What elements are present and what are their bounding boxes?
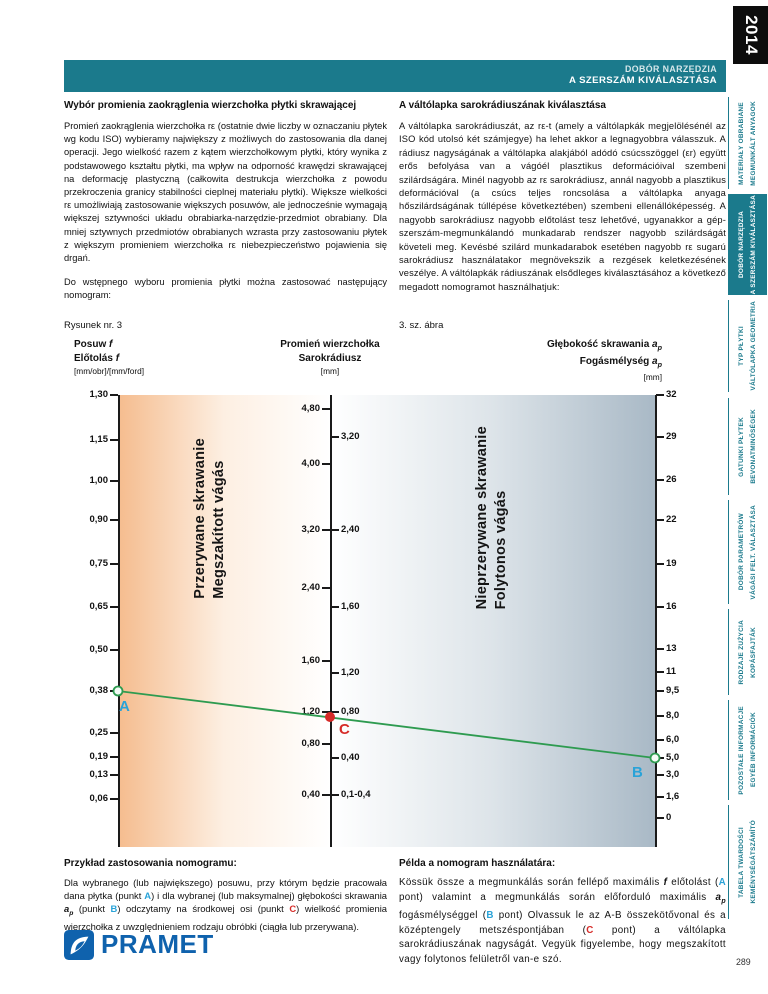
depth-tick-label: 11 bbox=[666, 666, 677, 677]
figure-label-hu: 3. sz. ábra bbox=[399, 320, 444, 331]
radius-left-tick-label: 2,40 bbox=[301, 582, 321, 593]
feed-tick-label: 0,06 bbox=[89, 793, 109, 804]
depth-tick-label: 19 bbox=[666, 558, 677, 569]
depth-tick-label: 22 bbox=[666, 514, 677, 525]
radius-left-tick-label: 0,40 bbox=[301, 789, 321, 800]
depth-title-hu: Fogásmélység ap bbox=[579, 355, 662, 369]
intro-hungarian: A váltólapka sarokrádiuszának kiválasztá… bbox=[399, 100, 726, 294]
intro-heading-hu: A váltólapka sarokrádiuszának kiválasztá… bbox=[399, 100, 606, 111]
feed-tick-label: 0,25 bbox=[89, 727, 109, 738]
feed-tick-label: 0,75 bbox=[89, 558, 109, 569]
example-body-pl: Dla wybranego (lub największego) posuwu,… bbox=[64, 877, 387, 933]
feed-tick-label: 0,65 bbox=[89, 601, 109, 612]
radius-left-tick-label: 1,20 bbox=[301, 706, 321, 717]
depth-tick-label: 26 bbox=[666, 474, 677, 485]
sidebar-tab-1: MATERIAŁY OBRABIANE MEGMUNKÁLT ANYAGOK bbox=[728, 97, 767, 189]
year-tab: 2014 bbox=[733, 6, 768, 64]
sidebar-tab-6: RODZAJE ZUŻYCIA KOPÁSFAJTÁK bbox=[728, 609, 767, 695]
radius-right-tick-label: 0,80 bbox=[341, 706, 360, 717]
intro-para1-pl: Promień zaokrąglenia wierzchołka rε (ost… bbox=[64, 121, 387, 264]
depth-tick-label: 29 bbox=[666, 431, 677, 442]
depth-tick-label: 6,0 bbox=[666, 734, 680, 745]
sidebar-tab-7: POZOSTAŁE INFORMACJE EGYÉB INFORMÁCIÓK bbox=[728, 700, 767, 800]
page-header: DOBÓR NARZĘDZIA A SZERSZÁM KIVÁLASZTÁSA bbox=[64, 60, 726, 92]
depth-axis bbox=[655, 395, 657, 847]
radius-right-tick-label: 1,20 bbox=[341, 667, 360, 678]
year-label: 2014 bbox=[741, 15, 761, 55]
depth-title-pl: Głębokość skrawania ap bbox=[546, 339, 662, 352]
feed-axis bbox=[118, 395, 120, 847]
radius-axis-header: Promień wierzchołka Sarokrádiusz [mm] bbox=[230, 338, 430, 379]
pramet-logo-text: PRAMET bbox=[101, 929, 214, 959]
radius-left-tick-label: 4,80 bbox=[301, 403, 321, 414]
depth-tick-label: 16 bbox=[666, 601, 677, 612]
depth-unit: [mm] bbox=[643, 372, 662, 382]
feed-title-hu: Előtolás f bbox=[74, 352, 120, 364]
radius-right-tick-label: 0,1-0,4 bbox=[341, 789, 371, 800]
radius-unit: [mm] bbox=[320, 366, 340, 376]
depth-axis-header: Głębokość skrawania ap Fogásmélység ap [… bbox=[444, 338, 662, 385]
radius-left-tick-label: 1,60 bbox=[301, 655, 321, 666]
region-interrupted-cutting bbox=[118, 395, 330, 847]
radius-left-tick-label: 4,00 bbox=[301, 458, 321, 469]
example-body-hu: Kössük össze a megmunkálás során fellépő… bbox=[399, 877, 726, 965]
feed-tick-label: 0,19 bbox=[89, 751, 109, 762]
depth-tick-label: 8,0 bbox=[666, 710, 680, 721]
intro-para2-pl: Do wstępnego wyboru promienia płytki moż… bbox=[64, 277, 387, 301]
radius-title-hu: Sarokrádiusz bbox=[298, 352, 362, 364]
example-heading-pl: Przykład zastosowania nomogramu: bbox=[64, 858, 237, 869]
sidebar-tab-5: DOBÓR PARAMETRÓW VÁGÁSI FELT. VÁLASZTÁSA bbox=[728, 500, 767, 604]
header-title-hu: A SZERSZÁM KIVÁLASZTÁSA bbox=[569, 75, 717, 86]
feed-tick-label: 1,00 bbox=[89, 475, 109, 486]
feed-tick-label: 1,15 bbox=[89, 434, 109, 445]
example-heading-hu: Példa a nomogram használatára: bbox=[399, 858, 556, 869]
feed-tick-label: 0,13 bbox=[89, 769, 109, 780]
intro-heading-pl: Wybór promienia zaokrąglenia wierzchołka… bbox=[64, 100, 357, 111]
depth-tick-label: 9,5 bbox=[666, 685, 680, 696]
radius-right-tick-label: 1,60 bbox=[341, 601, 360, 612]
header-title-pl: DOBÓR NARZĘDZIA bbox=[624, 64, 717, 74]
feed-title-pl: Posuw f bbox=[74, 339, 113, 350]
intro-para1-hu: A váltólapka sarokrádiuszát, az rε-t (am… bbox=[399, 121, 726, 292]
page-number: 289 bbox=[736, 957, 751, 967]
intro-polish: Wybór promienia zaokrąglenia wierzchołka… bbox=[64, 100, 387, 303]
example-polish: Przykład zastosowania nomogramu: Dla wyb… bbox=[64, 858, 387, 934]
feed-tick-label: 0,90 bbox=[89, 514, 109, 525]
point-label-C: C bbox=[339, 721, 350, 738]
radius-right-tick-label: 2,40 bbox=[341, 524, 360, 535]
point-label-B: B bbox=[632, 764, 643, 781]
depth-tick-label: 5,0 bbox=[666, 752, 680, 763]
feed-tick-label: 0,38 bbox=[89, 685, 109, 696]
region-label-interrupted: Przerywane skrawanie Megszakított vágás bbox=[192, 438, 227, 599]
feed-unit: [mm/obr]/[mm/ford] bbox=[74, 366, 145, 376]
depth-tick-label: 1,6 bbox=[666, 791, 680, 802]
radius-axis bbox=[330, 395, 332, 847]
depth-tick-label: 3,0 bbox=[666, 769, 680, 780]
point-label-A: A bbox=[119, 698, 130, 715]
pramet-logo: PRAMET bbox=[64, 929, 214, 960]
radius-right-tick-label: 0,40 bbox=[341, 752, 360, 763]
sidebar-tab-3: TYP PŁYTKI VÁLTÓLAPKA GEOMETRIA bbox=[728, 300, 767, 392]
feed-tick-label: 0,50 bbox=[89, 644, 109, 655]
figure-label-pl: Rysunek nr. 3 bbox=[64, 320, 123, 331]
depth-tick-label: 32 bbox=[666, 389, 677, 400]
radius-right-tick-label: 3,20 bbox=[341, 431, 360, 442]
region-continuous-cutting bbox=[330, 395, 655, 847]
feed-tick-label: 1,30 bbox=[89, 389, 109, 400]
radius-left-tick-label: 3,20 bbox=[301, 524, 321, 535]
sidebar-tab-8: TABELA TWARDOŚCI KEMÉNYSÉGÁTSZÁMÍTÓ bbox=[728, 805, 767, 919]
radius-left-tick-label: 0,80 bbox=[301, 738, 321, 749]
region-label-continuous: Nieprzerywane skrawanie Folytonos vágás bbox=[474, 426, 509, 610]
sidebar-tab-2: DOBÓR NARZĘDZIA A SZERSZÁM KIVÁLASZTÁSA bbox=[728, 194, 767, 295]
depth-tick-label: 0 bbox=[666, 812, 672, 823]
depth-tick-label: 13 bbox=[666, 643, 677, 654]
pramet-logo-icon bbox=[64, 929, 94, 960]
radius-title-pl: Promień wierzchołka bbox=[280, 339, 380, 350]
sidebar-tab-4: GATUNKI PŁYTEK BEVONATMINŐSÉGEK bbox=[728, 398, 767, 495]
example-hungarian: Példa a nomogram használatára: Kössük ös… bbox=[399, 858, 726, 968]
nomogram-chart: Posuw f Előtolás f [mm/obr]/[mm/ford] Pr… bbox=[64, 338, 704, 862]
feed-axis-header: Posuw f Előtolás f [mm/obr]/[mm/ford] bbox=[74, 338, 144, 379]
